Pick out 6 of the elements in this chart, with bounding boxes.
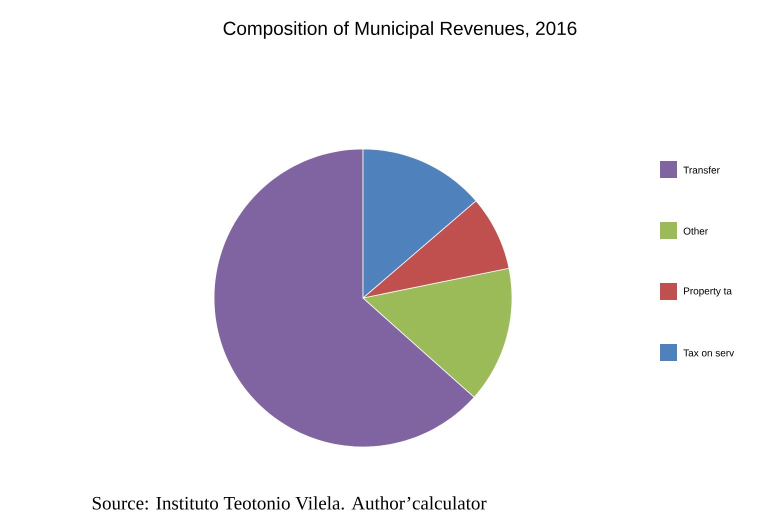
legend-label: Tax on serv: [683, 350, 734, 356]
chart-title: Composition of Municipal Revenues, 2016: [224, 21, 576, 39]
legend-label: Property ta: [684, 288, 732, 296]
legend-label: Transfer: [683, 166, 720, 174]
legend-label: Other: [684, 227, 708, 235]
source-note: Source: Instituto Teotonio Vilela. Author’calculator: [92, 496, 487, 510]
